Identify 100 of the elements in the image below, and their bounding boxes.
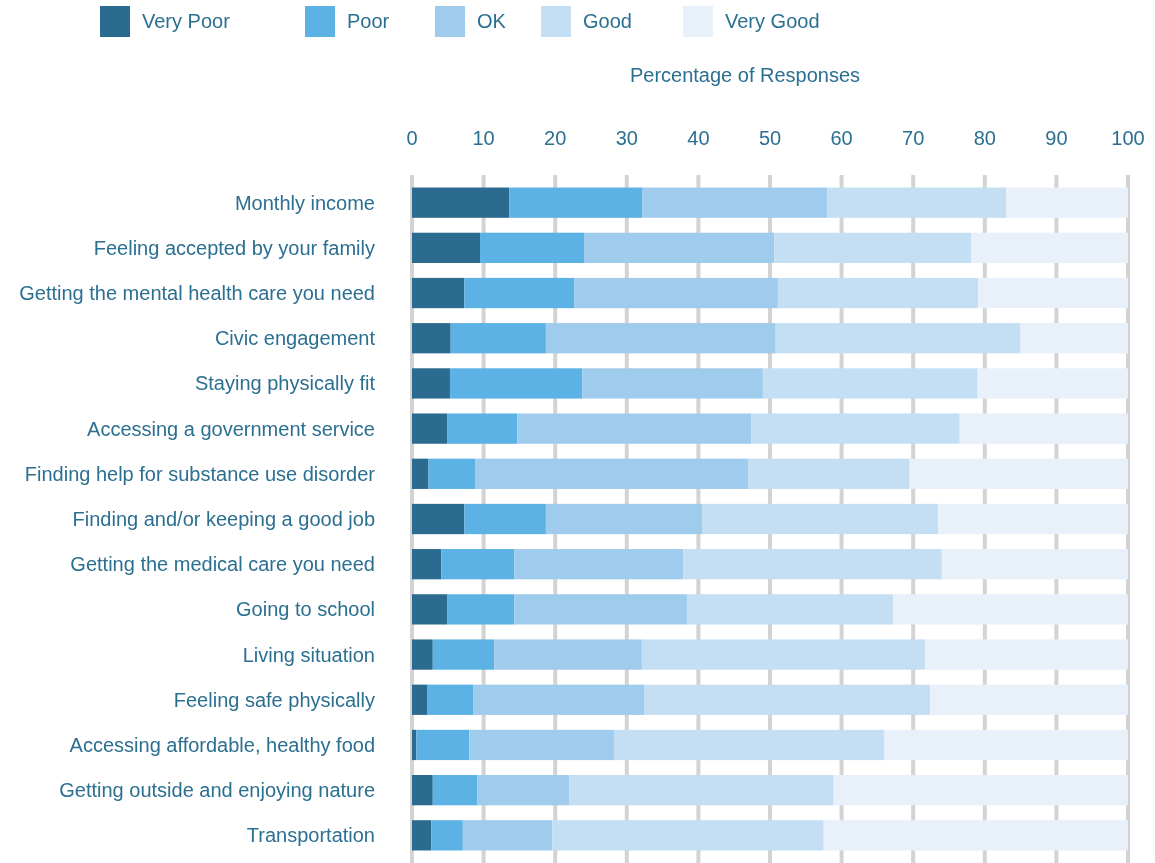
- x-tick-label: 30: [615, 127, 638, 149]
- bar: [412, 775, 433, 806]
- bar: [412, 820, 432, 851]
- bar: [473, 684, 644, 715]
- bar: [823, 820, 1128, 851]
- bar: [450, 323, 546, 354]
- bar: [412, 639, 433, 670]
- bar: [748, 458, 910, 489]
- bar: [449, 368, 583, 399]
- bar: [412, 277, 465, 309]
- bar: [432, 639, 495, 670]
- bar: [1020, 323, 1128, 354]
- y-tick-label: Finding and/or keeping a good job: [72, 508, 375, 530]
- bar: [584, 232, 775, 263]
- bar: [428, 458, 476, 489]
- legend-label: OK: [477, 10, 507, 32]
- bar: [545, 503, 702, 535]
- y-tick-label: Transportation: [246, 824, 375, 847]
- bar: [416, 729, 470, 761]
- bar: [833, 775, 1128, 806]
- bar: [613, 729, 885, 761]
- bar: [701, 503, 939, 535]
- bar: [977, 368, 1128, 399]
- y-tick-label: Finding help for substance use disorder: [24, 462, 376, 485]
- bar: [941, 549, 1128, 580]
- bar: [447, 594, 515, 625]
- x-tick-label: 0: [406, 127, 418, 149]
- x-tick-label: 20: [544, 127, 567, 149]
- bar: [938, 503, 1128, 535]
- bar: [777, 277, 979, 309]
- bar: [412, 729, 417, 761]
- bar: [441, 549, 515, 580]
- bar: [683, 549, 942, 580]
- bar: [464, 503, 546, 535]
- bar: [545, 323, 776, 354]
- bar: [582, 368, 763, 399]
- bar: [469, 729, 614, 761]
- y-tick-label: Staying physically fit: [194, 372, 376, 395]
- y-tick-label: Living situation: [242, 643, 375, 666]
- y-tick-label: Accessing affordable, healthy food: [69, 733, 375, 756]
- bar: [447, 413, 518, 444]
- bar: [464, 277, 575, 309]
- bar: [775, 323, 1021, 354]
- bar: [412, 684, 428, 715]
- bar: [431, 820, 463, 851]
- bar: [412, 594, 448, 625]
- bar: [641, 639, 926, 670]
- bar: [643, 684, 931, 715]
- bar: [574, 277, 778, 309]
- bar: [569, 775, 834, 806]
- bar: [475, 458, 749, 489]
- bar: [412, 232, 481, 263]
- y-tick-label: Getting outside and enjoying nature: [59, 779, 375, 802]
- bar: [514, 549, 684, 580]
- bar: [930, 684, 1128, 715]
- x-tick-label: 50: [758, 127, 782, 149]
- x-tick-label: 80: [973, 127, 996, 149]
- bar: [686, 594, 894, 625]
- bar: [412, 323, 451, 354]
- bar: [412, 413, 448, 444]
- bar: [480, 232, 585, 263]
- bar: [1006, 187, 1128, 218]
- bar: [959, 413, 1128, 444]
- bar: [642, 187, 828, 218]
- bar: [477, 775, 570, 806]
- bar: [884, 729, 1128, 761]
- x-tick-label: 40: [687, 127, 710, 149]
- x-axis-title: Percentage of Responses: [629, 64, 861, 86]
- y-tick-label: Feeling accepted by your family: [93, 236, 375, 259]
- x-tick-label: 70: [902, 127, 925, 149]
- y-tick-label: Accessing a government service: [87, 417, 375, 440]
- legend-label: Poor: [347, 10, 390, 32]
- y-tick-label: Feeling safe physically: [173, 688, 375, 711]
- x-tick-label: 60: [830, 127, 853, 149]
- bar: [909, 458, 1128, 489]
- bar: [432, 775, 478, 806]
- bar: [427, 684, 474, 715]
- bar: [412, 503, 465, 535]
- bar: [552, 820, 824, 851]
- bar: [509, 187, 643, 218]
- y-tick-label: Going to school: [236, 598, 375, 621]
- bar: [893, 594, 1128, 625]
- x-tick-label: 90: [1045, 127, 1068, 149]
- bar: [751, 413, 960, 444]
- x-tick-label: 10: [472, 127, 495, 149]
- bar: [978, 277, 1128, 309]
- legend-label: Good: [583, 10, 632, 32]
- bar: [412, 368, 450, 399]
- bar: [774, 232, 972, 263]
- y-tick-label: Civic engagement: [214, 327, 376, 350]
- y-tick-label: Monthly income: [234, 191, 375, 214]
- bar: [494, 639, 642, 670]
- legend-label: Very Poor: [142, 10, 231, 32]
- bar: [971, 232, 1128, 263]
- bar: [412, 549, 442, 580]
- x-tick-label: 100: [1111, 127, 1145, 149]
- bar: [462, 820, 553, 851]
- bar: [412, 458, 429, 489]
- y-tick-label: Getting the medical care you need: [70, 553, 375, 576]
- bar: [517, 413, 752, 444]
